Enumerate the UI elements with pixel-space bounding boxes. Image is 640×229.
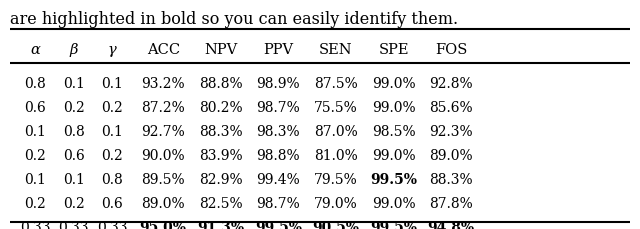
Text: 0.2: 0.2 bbox=[101, 148, 123, 162]
Text: α: α bbox=[30, 43, 40, 57]
Text: 0.1: 0.1 bbox=[63, 77, 84, 91]
Text: 99.0%: 99.0% bbox=[372, 101, 415, 114]
Text: PPV: PPV bbox=[263, 43, 294, 57]
Text: are highlighted in bold so you can easily identify them.: are highlighted in bold so you can easil… bbox=[10, 11, 458, 28]
Text: 0.2: 0.2 bbox=[101, 101, 123, 114]
Text: 88.3%: 88.3% bbox=[199, 124, 243, 138]
Text: 87.5%: 87.5% bbox=[314, 77, 358, 91]
Text: 98.8%: 98.8% bbox=[257, 148, 300, 162]
Text: 0.1: 0.1 bbox=[24, 172, 46, 186]
Text: γ: γ bbox=[108, 43, 116, 57]
Text: 89.5%: 89.5% bbox=[141, 172, 185, 186]
Text: 88.8%: 88.8% bbox=[199, 77, 243, 91]
Text: 87.8%: 87.8% bbox=[429, 196, 473, 210]
Text: 0.6: 0.6 bbox=[24, 101, 46, 114]
Text: 98.7%: 98.7% bbox=[257, 196, 300, 210]
Text: 94.8%: 94.8% bbox=[428, 220, 475, 229]
Text: FOS: FOS bbox=[435, 43, 467, 57]
Text: 0.2: 0.2 bbox=[63, 196, 84, 210]
Text: 92.3%: 92.3% bbox=[429, 124, 473, 138]
Text: 98.7%: 98.7% bbox=[257, 101, 300, 114]
Text: 95.0%: 95.0% bbox=[140, 220, 187, 229]
Text: 90.0%: 90.0% bbox=[141, 148, 185, 162]
Text: SEN: SEN bbox=[319, 43, 353, 57]
Text: 98.9%: 98.9% bbox=[257, 77, 300, 91]
Text: 99.0%: 99.0% bbox=[372, 77, 415, 91]
Text: 0.1: 0.1 bbox=[24, 124, 46, 138]
Text: 98.5%: 98.5% bbox=[372, 124, 415, 138]
Text: 90.5%: 90.5% bbox=[312, 220, 360, 229]
Text: 99.5%: 99.5% bbox=[370, 172, 417, 186]
Text: 99.0%: 99.0% bbox=[372, 196, 415, 210]
Text: 79.0%: 79.0% bbox=[314, 196, 358, 210]
Text: 0.8: 0.8 bbox=[24, 77, 46, 91]
Text: 0.2: 0.2 bbox=[63, 101, 84, 114]
Text: 83.9%: 83.9% bbox=[199, 148, 243, 162]
Text: ACC: ACC bbox=[147, 43, 180, 57]
Text: 92.8%: 92.8% bbox=[429, 77, 473, 91]
Text: SPE: SPE bbox=[378, 43, 409, 57]
Text: 80.2%: 80.2% bbox=[199, 101, 243, 114]
Text: NPV: NPV bbox=[204, 43, 237, 57]
Text: 93.2%: 93.2% bbox=[141, 77, 185, 91]
Text: 99.5%: 99.5% bbox=[255, 220, 302, 229]
Text: 0.1: 0.1 bbox=[101, 124, 123, 138]
Text: 88.3%: 88.3% bbox=[429, 172, 473, 186]
Text: 0.8: 0.8 bbox=[63, 124, 84, 138]
Text: 0.8: 0.8 bbox=[101, 172, 123, 186]
Text: 87.2%: 87.2% bbox=[141, 101, 185, 114]
Text: 0.2: 0.2 bbox=[24, 196, 46, 210]
Text: 99.4%: 99.4% bbox=[257, 172, 300, 186]
Text: 85.6%: 85.6% bbox=[429, 101, 473, 114]
Text: 99.5%: 99.5% bbox=[370, 220, 417, 229]
Text: 75.5%: 75.5% bbox=[314, 101, 358, 114]
Text: 87.0%: 87.0% bbox=[314, 124, 358, 138]
Text: 0.33: 0.33 bbox=[20, 220, 51, 229]
Text: 0.33: 0.33 bbox=[58, 220, 89, 229]
Text: 99.0%: 99.0% bbox=[372, 148, 415, 162]
Text: 0.33: 0.33 bbox=[97, 220, 127, 229]
Text: 79.5%: 79.5% bbox=[314, 172, 358, 186]
Text: 89.0%: 89.0% bbox=[141, 196, 185, 210]
Text: 0.1: 0.1 bbox=[63, 172, 84, 186]
Text: 0.1: 0.1 bbox=[101, 77, 123, 91]
Text: β: β bbox=[69, 43, 78, 57]
Text: 89.0%: 89.0% bbox=[429, 148, 473, 162]
Text: 0.6: 0.6 bbox=[63, 148, 84, 162]
Text: 0.2: 0.2 bbox=[24, 148, 46, 162]
Text: 81.0%: 81.0% bbox=[314, 148, 358, 162]
Text: 82.9%: 82.9% bbox=[199, 172, 243, 186]
Text: 98.3%: 98.3% bbox=[257, 124, 300, 138]
Text: 0.6: 0.6 bbox=[101, 196, 123, 210]
Text: 92.7%: 92.7% bbox=[141, 124, 185, 138]
Text: 91.3%: 91.3% bbox=[197, 220, 244, 229]
Text: 82.5%: 82.5% bbox=[199, 196, 243, 210]
